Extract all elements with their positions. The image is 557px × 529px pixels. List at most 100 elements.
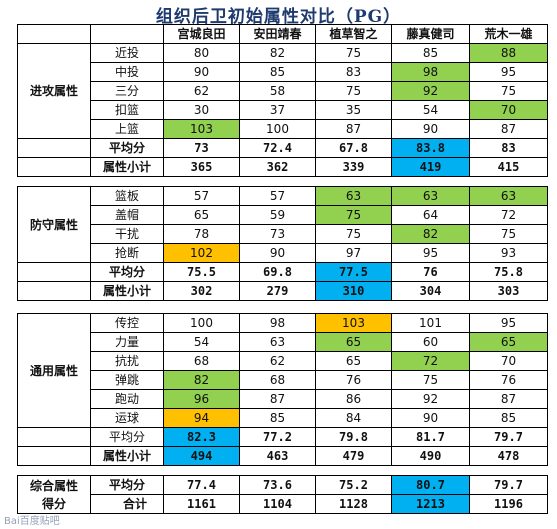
value-cell: 82 (391, 224, 470, 244)
average-cell: 72.4 (239, 138, 316, 158)
value-cell: 100 (239, 119, 316, 139)
value-cell: 90 (163, 62, 240, 82)
total-cell: 1128 (315, 494, 392, 514)
attribute-label: 传控 (90, 313, 164, 333)
value-cell: 75 (315, 224, 392, 244)
value-cell: 96 (163, 389, 240, 409)
player-header: 藤真健司 (391, 24, 470, 44)
value-cell: 64 (391, 205, 470, 225)
value-cell: 63 (391, 186, 470, 206)
average-cell: 81.7 (391, 427, 470, 447)
average-cell: 73 (163, 138, 240, 158)
value-cell: 103 (163, 119, 240, 139)
average-row: 平均分 82.3 77.2 79.8 81.7 79.7 (17, 427, 548, 447)
total-cell: 279 (239, 281, 316, 301)
attribute-label: 盖帽 (90, 205, 164, 225)
table-row: 三分 62 58 75 92 75 (18, 81, 548, 101)
value-cell: 92 (391, 81, 470, 101)
value-cell: 76 (469, 370, 548, 390)
value-cell: 75 (315, 205, 392, 225)
average-cell: 75.8 (469, 262, 548, 282)
average-cell: 77.4 (163, 475, 240, 495)
value-cell: 86 (315, 389, 392, 409)
row-blank (17, 446, 91, 466)
total-row: 属性小计 494 463 479 490 478 (17, 446, 548, 466)
total-cell: 304 (391, 281, 470, 301)
total-label: 属性小计 (90, 157, 164, 177)
attribute-label: 三分 (90, 81, 164, 101)
attribute-label: 抢断 (90, 243, 164, 263)
table-row: 跑动 96 87 86 92 87 (18, 389, 548, 409)
average-cell: 79.8 (315, 427, 392, 447)
value-cell: 87 (469, 389, 548, 409)
value-cell: 65 (315, 351, 392, 371)
average-cell: 79.7 (469, 475, 548, 495)
attribute-label: 力量 (90, 332, 164, 352)
average-cell: 79.7 (469, 427, 548, 447)
value-cell: 63 (315, 186, 392, 206)
average-label: 平均分 (90, 427, 164, 447)
table-row: 扣篮 30 37 35 54 70 (18, 100, 548, 120)
value-cell: 80 (163, 43, 240, 63)
total-row: 属性小计 302 279 310 304 303 (17, 281, 548, 301)
table-row: 盖帽 65 59 75 64 72 (18, 205, 548, 225)
category-label: 通用属性 (17, 313, 91, 428)
value-cell: 59 (239, 205, 316, 225)
total-cell: 1196 (469, 494, 548, 514)
row-blank (17, 157, 91, 177)
total-cell: 310 (315, 281, 392, 301)
value-cell: 76 (315, 370, 392, 390)
attribute-label: 中投 (90, 62, 164, 82)
watermark: Bai百度贴吧 (4, 516, 60, 527)
table-row: 弹跳 82 68 76 75 76 (18, 370, 548, 390)
value-cell: 62 (239, 351, 316, 371)
overall-category-line2: 得分 (41, 496, 66, 511)
total-cell: 494 (163, 446, 240, 466)
attribute-label: 篮板 (90, 186, 164, 206)
total-label: 属性小计 (90, 281, 164, 301)
average-row: 平均分 75.5 69.8 77.5 76 75.8 (17, 262, 548, 282)
value-cell: 85 (239, 62, 316, 82)
category-label: 防守属性 (17, 186, 91, 263)
overall-category-label: 综合属性 得分 (17, 475, 91, 514)
player-header: 植草智之 (315, 24, 392, 44)
average-cell: 77.2 (239, 427, 316, 447)
value-cell: 63 (239, 332, 316, 352)
value-cell: 94 (163, 408, 240, 428)
total-cell: 478 (469, 446, 548, 466)
value-cell: 82 (163, 370, 240, 390)
value-cell: 100 (163, 313, 240, 333)
value-cell: 63 (469, 186, 548, 206)
overall-total-row: 合计 1161 1104 1128 1213 1196 (18, 494, 548, 514)
table-row: 抢断 102 90 97 95 93 (18, 243, 548, 263)
value-cell: 65 (315, 332, 392, 352)
offense-section: 宫城良田 安田靖春 植草智之 藤真健司 荒木一雄 进攻属性 近投 80 82 7… (17, 24, 548, 177)
value-cell: 57 (163, 186, 240, 206)
value-cell: 75 (469, 81, 548, 101)
value-cell: 75 (469, 224, 548, 244)
total-cell: 1161 (163, 494, 240, 514)
value-cell: 60 (391, 332, 470, 352)
value-cell: 95 (469, 62, 548, 82)
attribute-label: 弹跳 (90, 370, 164, 390)
value-cell: 101 (391, 313, 470, 333)
table-row: 干扰 78 73 75 82 75 (18, 224, 548, 244)
table-row: 力量 54 63 65 60 65 (18, 332, 548, 352)
average-cell: 73.6 (239, 475, 316, 495)
attribute-label: 扣篮 (90, 100, 164, 120)
total-cell: 415 (469, 157, 548, 177)
table-title: 组织后卫初始属性对比（PG） (155, 6, 402, 27)
total-cell: 362 (239, 157, 316, 177)
value-cell: 58 (239, 81, 316, 101)
player-header: 荒木一雄 (469, 24, 548, 44)
value-cell: 65 (469, 332, 548, 352)
row-blank (17, 262, 91, 282)
value-cell: 102 (163, 243, 240, 263)
value-cell: 70 (469, 100, 548, 120)
value-cell: 90 (391, 408, 470, 428)
value-cell: 95 (391, 243, 470, 263)
value-cell: 75 (315, 43, 392, 63)
total-cell: 479 (315, 446, 392, 466)
value-cell: 95 (469, 313, 548, 333)
average-label: 平均分 (90, 262, 164, 282)
